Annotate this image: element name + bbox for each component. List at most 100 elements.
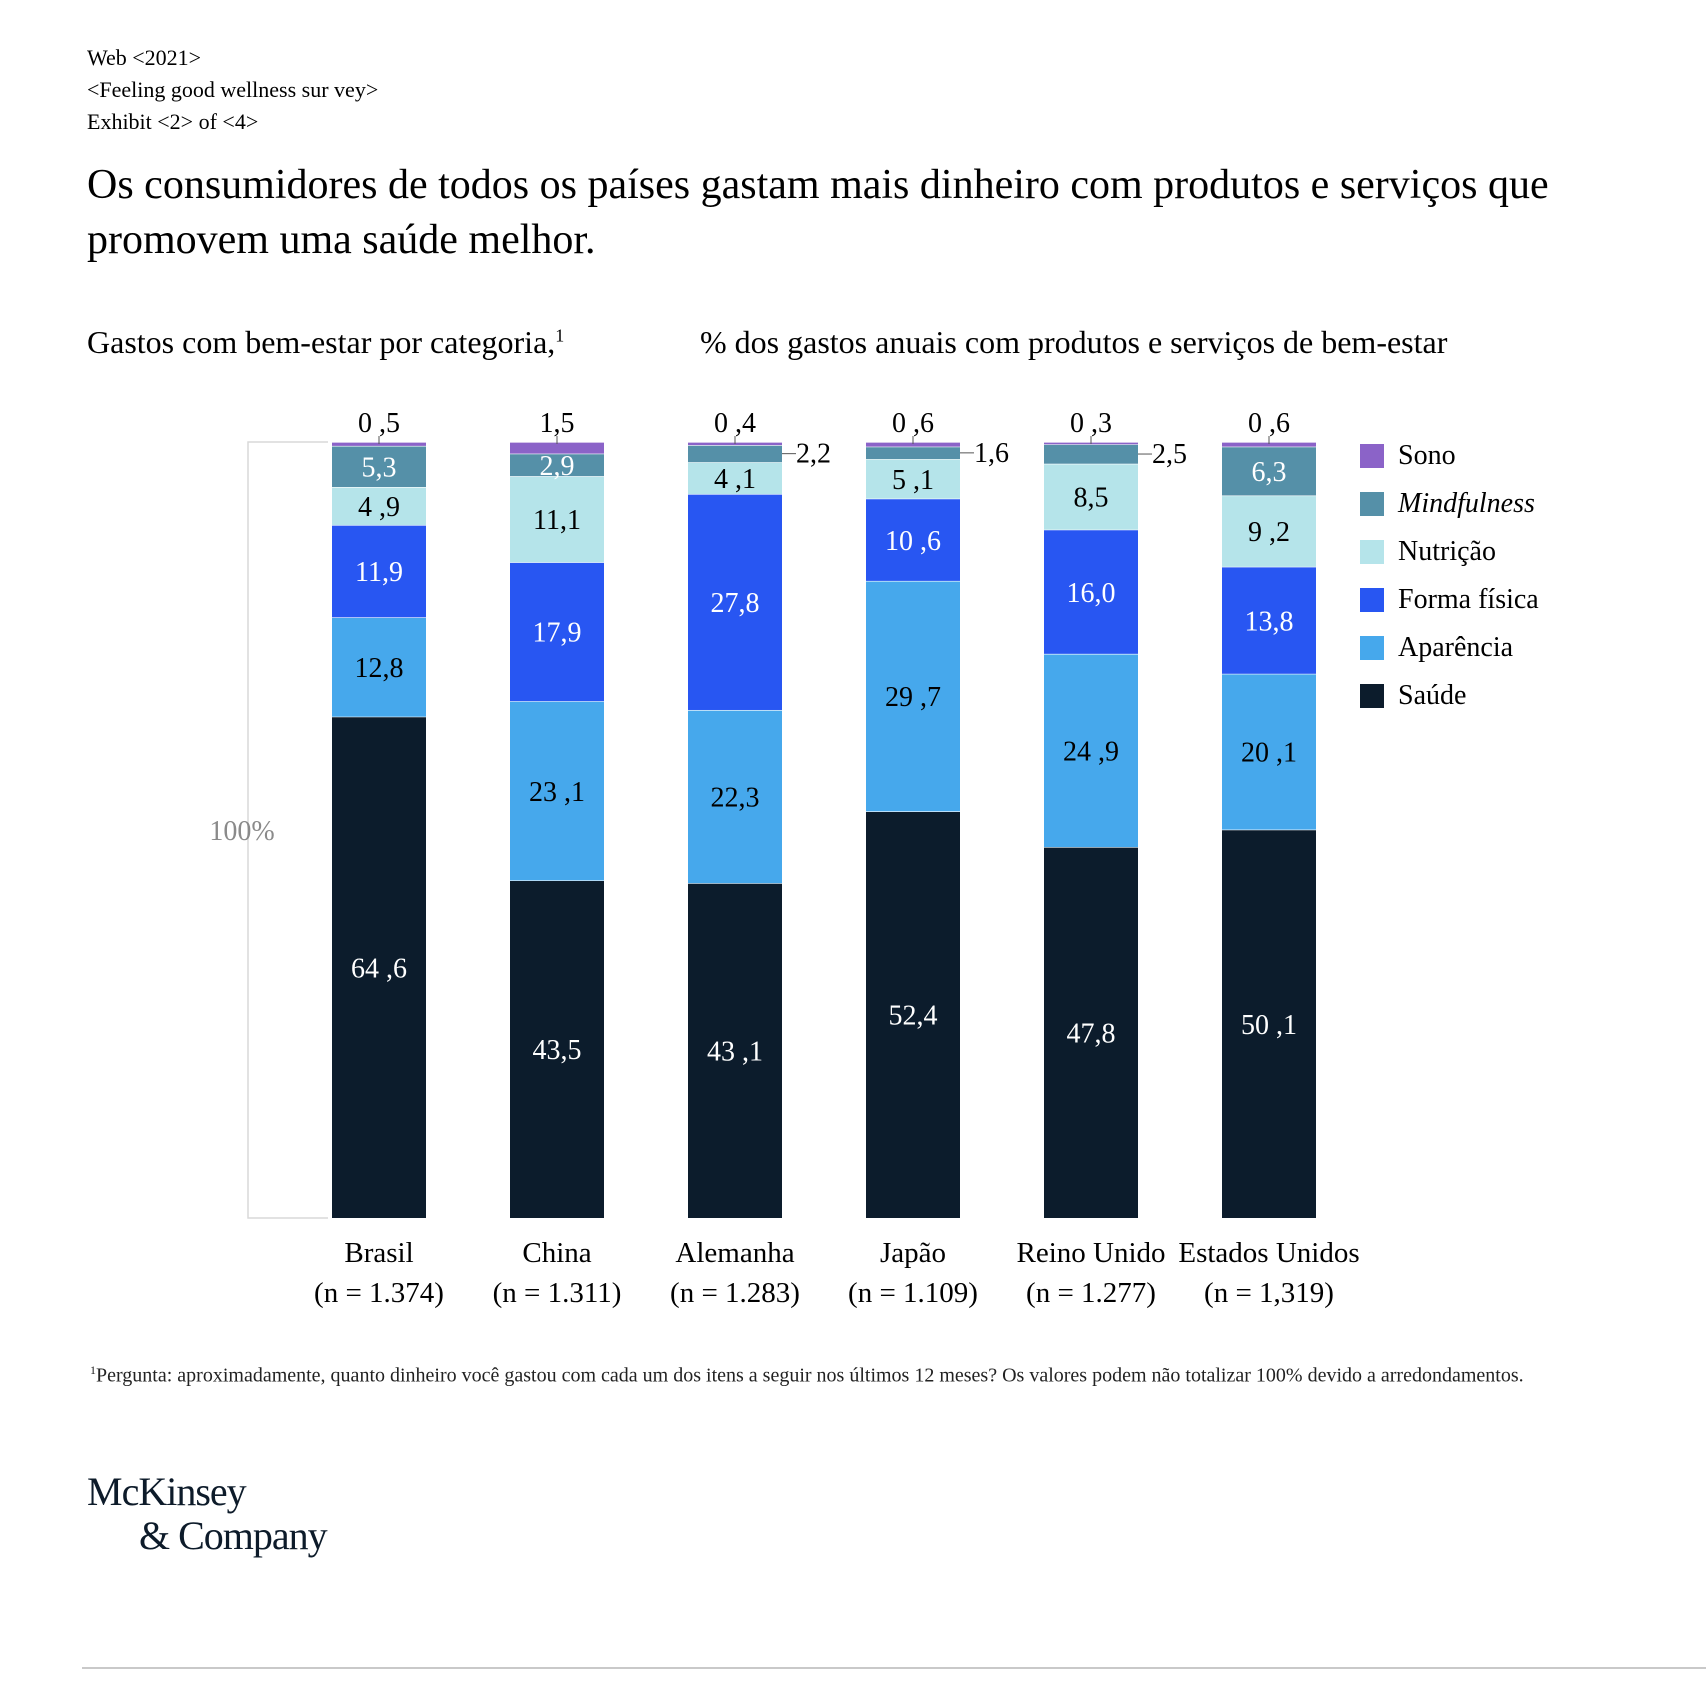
subtitle-footnote-marker: 1 [555, 325, 565, 346]
x-tick-label: Alemanha [675, 1237, 794, 1269]
value-label: 47,8 [1067, 1019, 1116, 1050]
legend-swatch [1360, 588, 1384, 612]
value-label: 52,4 [889, 1001, 938, 1032]
x-tick-sample-size: (n = 1.283) [670, 1277, 800, 1309]
legend-swatch [1360, 492, 1384, 516]
value-label: 11,9 [355, 557, 403, 588]
bar-segment [332, 716, 426, 1218]
value-label: 20 ,1 [1241, 738, 1297, 769]
value-label: 16,0 [1067, 578, 1116, 609]
legend-item: Sono [1360, 432, 1539, 480]
bar-segment [1222, 673, 1316, 830]
value-label: 0 ,4 [714, 408, 756, 439]
value-label: 24 ,9 [1063, 736, 1119, 767]
value-label: 6,3 [1252, 457, 1287, 488]
value-label: 43,5 [533, 1035, 582, 1066]
legend-label: Saúde [1398, 680, 1467, 711]
legend-swatch [1360, 684, 1384, 708]
legend-label: Forma física [1398, 584, 1539, 615]
bar-segment [1044, 653, 1138, 848]
bar-segment [688, 883, 782, 1218]
bar-segment [1222, 442, 1316, 447]
bar-segment [688, 709, 782, 884]
bar-segment [332, 487, 426, 526]
total-label: 100% [209, 816, 274, 847]
bar-segment [332, 525, 426, 618]
bracket-line [247, 441, 328, 1219]
meta-line-survey: <Feeling good wellness sur vey> [87, 77, 379, 102]
legend-label: Mindfulness [1398, 488, 1535, 519]
bar-segment [510, 453, 604, 477]
meta-line-web: Web <2021> [87, 45, 202, 70]
x-tick-sample-size: (n = 1.277) [1026, 1277, 1156, 1309]
logo-line-2: & Company [139, 1513, 328, 1558]
bar-segment [332, 617, 426, 717]
value-label: 50 ,1 [1241, 1010, 1297, 1041]
value-label: 5 ,1 [892, 465, 934, 496]
x-tick-sample-size: (n = 1,319) [1204, 1277, 1334, 1309]
value-label: 4 ,9 [358, 492, 400, 523]
value-label: 10 ,6 [885, 526, 941, 557]
bar-segment [866, 459, 960, 499]
bar-segment [510, 562, 604, 702]
value-label: 5,3 [362, 452, 397, 483]
x-tick-sample-size: (n = 1.109) [848, 1277, 978, 1309]
total-bracket: 100% [209, 441, 328, 1219]
legend-item: Forma física [1360, 576, 1539, 624]
bar-segment [688, 462, 782, 495]
value-label: 9 ,2 [1248, 517, 1290, 548]
value-label: 29 ,7 [885, 682, 941, 713]
bar-segment [1044, 444, 1138, 464]
legend-swatch [1360, 636, 1384, 660]
x-tick-label: China [522, 1237, 591, 1269]
x-axis-labels: Brasil (n = 1.374) China (n = 1.311) Alemanh… [314, 1237, 1360, 1309]
bar-segment [688, 445, 782, 463]
stacked-bar-chart: 100% 64 ,6 12,8 11,9 4 ,9 5,3 0 ,5 43,5 23 ,1 17… [209, 408, 1360, 1309]
value-label: 11,1 [533, 505, 581, 536]
value-label: 0 ,5 [358, 408, 400, 439]
value-label: 43 ,1 [707, 1037, 763, 1068]
chart-subtitle-right: % dos gastos anuais com produtos e servi… [700, 324, 1448, 360]
logo-line-1: McKinsey [87, 1469, 247, 1514]
bar-segment [1222, 446, 1316, 496]
value-label: 23 ,1 [529, 777, 585, 808]
bar-segment [1044, 847, 1138, 1218]
legend-label: Sono [1398, 440, 1456, 471]
footnote-marker: 1 [90, 1363, 96, 1377]
mckinsey-logo: McKinsey & Company [87, 1469, 328, 1558]
bar-segment [1044, 529, 1138, 654]
meta-line-exhibit: Exhibit <2> of <4> [87, 109, 259, 134]
legend-item: Nutrição [1360, 528, 1539, 576]
bottom-divider [82, 1667, 1706, 1669]
value-label: 4 ,1 [714, 464, 756, 495]
x-tick-label: Reino Unido [1016, 1237, 1165, 1269]
legend-label: Nutrição [1398, 536, 1496, 567]
bar-segment [510, 701, 604, 881]
bar-segment [866, 446, 960, 460]
value-label: 0 ,3 [1070, 408, 1112, 439]
chart-subtitle-left: Gastos com bem-estar por categoria,1 [87, 324, 564, 361]
bar-segment [1222, 566, 1316, 674]
value-label: 0 ,6 [892, 408, 934, 439]
value-label: 22,3 [711, 783, 760, 814]
value-label: 0 ,6 [1248, 408, 1290, 439]
bar-segment [1222, 829, 1316, 1218]
value-label: 17,9 [533, 618, 582, 649]
legend-item: Mindfulness [1360, 480, 1539, 528]
x-tick-label: Brasil [344, 1237, 413, 1269]
bar-segment [866, 811, 960, 1218]
legend-swatch [1360, 444, 1384, 468]
x-tick-sample-size: (n = 1.311) [493, 1277, 622, 1309]
footnote: 1Pergunta: aproximadamente, quanto dinhe… [90, 1356, 1650, 1390]
value-label: 8,5 [1074, 483, 1109, 514]
bar-segment [510, 476, 604, 563]
value-label: 1,5 [540, 408, 575, 439]
bar-segment [1222, 495, 1316, 567]
legend-item: Aparência [1360, 624, 1539, 672]
bar-segment [688, 494, 782, 710]
legend-swatch [1360, 540, 1384, 564]
bar-segment [1044, 463, 1138, 530]
bar-segment [510, 442, 604, 454]
legend-label: Aparência [1398, 632, 1514, 663]
chart-legend: Sono Mindfulness Nutrição Forma física Aparê… [1360, 432, 1539, 720]
